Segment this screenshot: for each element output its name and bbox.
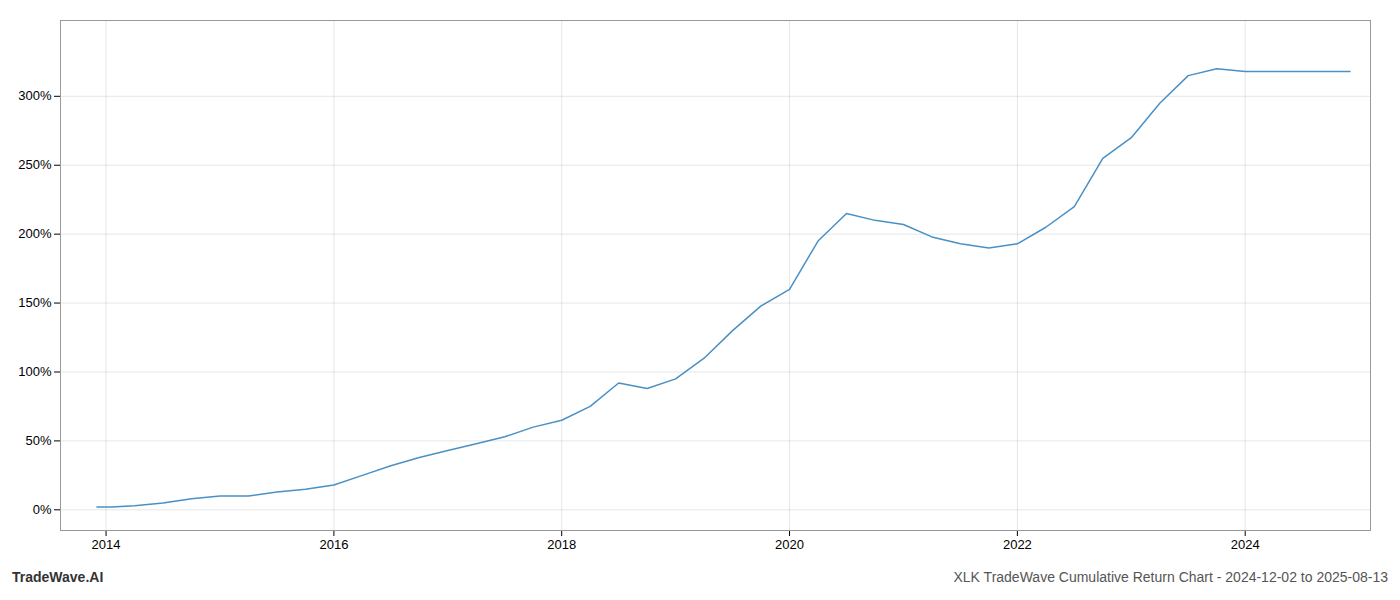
svg-text:2016: 2016 [319,537,348,552]
svg-text:200%: 200% [18,226,52,241]
html-text:TradeWave.AI: TradeWave.AI [12,569,104,585]
html-text:XLK TradeWave Cumulative Retur: XLK TradeWave Cumulative Return Chart - … [953,569,1388,585]
svg-text:150%: 150% [18,295,52,310]
svg-text:0%: 0% [33,502,52,517]
svg-text:2022: 2022 [1003,537,1032,552]
svg-text:250%: 250% [18,157,52,172]
svg-text:2014: 2014 [92,537,121,552]
svg-text:2020: 2020 [775,537,804,552]
svg-text:2018: 2018 [547,537,576,552]
svg-text:100%: 100% [18,364,52,379]
svg-text:300%: 300% [18,88,52,103]
svg-text:2024: 2024 [1231,537,1260,552]
svg-text:50%: 50% [25,433,51,448]
